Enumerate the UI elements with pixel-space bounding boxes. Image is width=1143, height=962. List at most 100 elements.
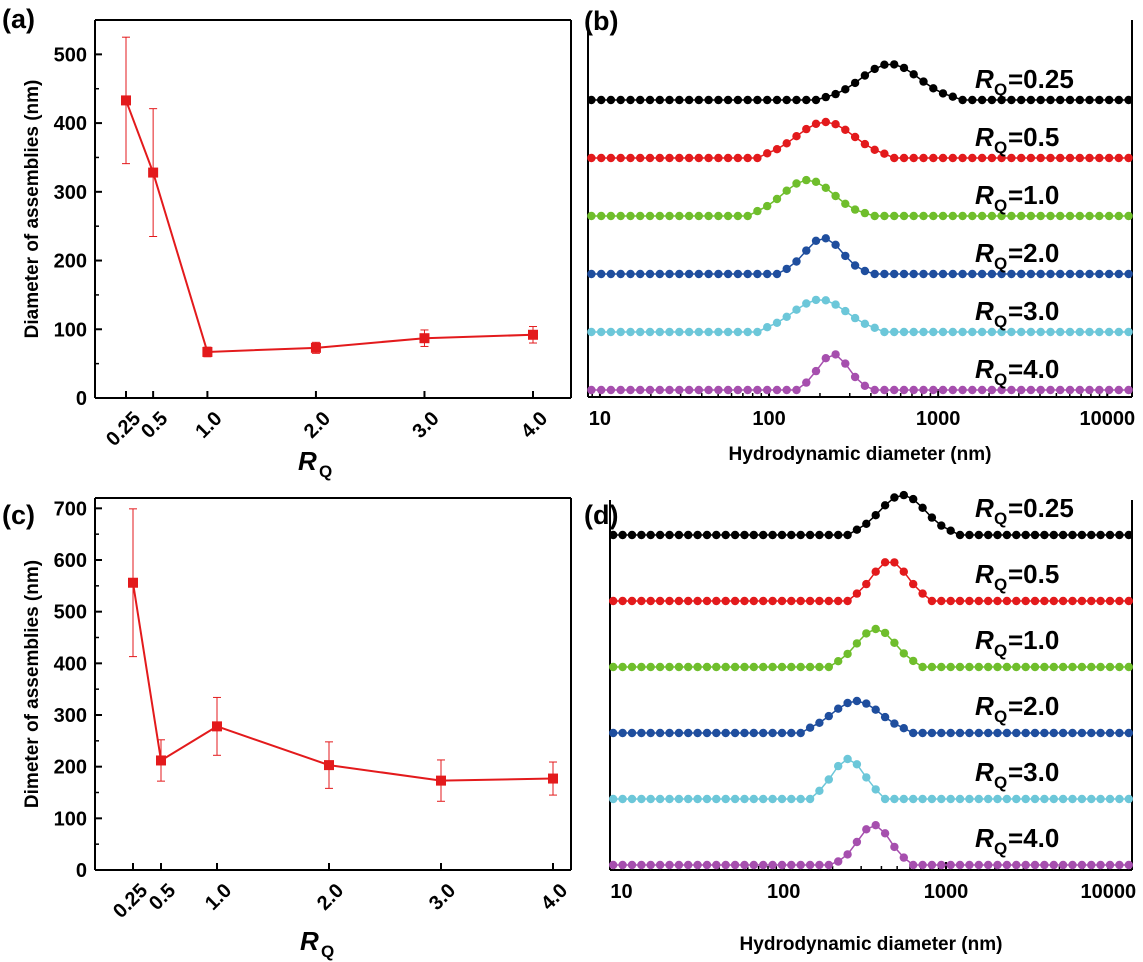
data-point-marker	[743, 153, 752, 163]
data-point-marker	[749, 596, 758, 606]
data-point-marker	[1124, 596, 1134, 606]
data-point-marker	[968, 211, 977, 221]
data-point-marker	[587, 269, 596, 279]
data-point-marker	[1077, 794, 1087, 804]
data-point-marker	[693, 860, 702, 870]
data-point-marker	[1007, 95, 1016, 105]
data-point-marker	[965, 662, 974, 672]
data-point-marker	[852, 760, 862, 769]
data-point-marker	[815, 860, 824, 870]
data-point-marker	[821, 117, 830, 127]
data-point-marker	[743, 327, 752, 337]
data-point-marker	[792, 385, 801, 395]
data-point-marker	[1002, 662, 1012, 672]
data-point-marker	[1002, 860, 1012, 870]
data-point-marker	[918, 662, 927, 672]
data-point-marker	[871, 511, 880, 520]
data-point-marker	[733, 95, 743, 105]
data-point-marker	[1017, 95, 1026, 105]
data-point-marker	[684, 385, 694, 395]
data-point-marker	[831, 120, 840, 129]
series-label: R	[975, 238, 994, 268]
data-point-marker	[1124, 662, 1134, 672]
data-point-marker	[871, 567, 880, 576]
data-point-marker	[684, 269, 694, 279]
data-point-marker	[993, 530, 1002, 540]
data-point-marker	[587, 327, 596, 337]
data-point-marker	[821, 296, 830, 305]
data-point-marker	[1068, 794, 1077, 804]
data-point-marker	[636, 211, 645, 221]
data-point-marker	[655, 794, 665, 804]
data-point-marker	[723, 385, 733, 395]
series-label: R	[975, 691, 994, 721]
data-point-marker	[880, 558, 890, 567]
data-point-marker	[946, 728, 955, 738]
data-point-marker	[899, 327, 909, 337]
data-point-marker	[743, 211, 752, 221]
series-label-value: =0.25	[1008, 64, 1074, 94]
data-point-marker	[997, 327, 1006, 337]
data-point-marker	[1105, 860, 1115, 870]
data-point-marker	[684, 327, 694, 337]
data-point-marker	[977, 153, 987, 163]
data-point-marker	[1058, 662, 1068, 672]
data-point-marker	[684, 596, 693, 606]
data-point-marker	[1095, 269, 1104, 279]
data-point-marker	[763, 201, 772, 211]
data-point-marker	[694, 95, 703, 105]
data-point-marker	[890, 327, 899, 337]
data-point-marker	[880, 385, 889, 395]
data-point-marker	[787, 662, 796, 672]
data-point-marker	[899, 490, 908, 500]
data-point-marker	[655, 269, 664, 279]
data-point-marker	[965, 794, 974, 804]
data-point-marker	[1077, 728, 1087, 738]
x-tick-label: 3.0	[425, 880, 460, 915]
data-point-marker	[1124, 327, 1133, 337]
data-point-marker	[684, 530, 693, 540]
data-point-marker	[862, 629, 871, 638]
data-point-marker	[616, 269, 625, 279]
data-point-marker	[880, 211, 889, 221]
data-point-marker	[948, 327, 957, 337]
data-point-marker	[787, 530, 796, 540]
data-point-marker	[1046, 95, 1055, 105]
series-label-subscript: Q	[994, 641, 1007, 660]
data-point-marker	[984, 662, 993, 672]
data-point-marker	[871, 624, 880, 634]
data-point-marker	[850, 372, 860, 382]
data-point-marker	[1087, 662, 1096, 672]
data-point-marker	[749, 662, 758, 672]
data-point-marker	[955, 794, 965, 804]
data-point-marker	[880, 501, 890, 510]
data-point-marker	[156, 755, 166, 766]
data-point-marker	[782, 264, 791, 274]
data-point-marker	[675, 385, 684, 395]
data-point-marker	[834, 704, 843, 713]
data-point-marker	[870, 145, 879, 154]
data-point-marker	[1104, 327, 1114, 337]
data-point-marker	[694, 153, 703, 163]
data-point-marker	[993, 728, 1002, 738]
data-point-marker	[937, 860, 946, 870]
data-point-marker	[993, 662, 1002, 672]
data-point-marker	[1115, 596, 1124, 606]
data-point-marker	[987, 327, 997, 337]
data-point-marker	[646, 860, 655, 870]
data-point-marker	[702, 530, 712, 540]
data-point-marker	[968, 385, 977, 395]
data-point-marker	[627, 794, 637, 804]
data-point-marker	[899, 724, 908, 733]
data-point-marker	[616, 153, 625, 163]
data-point-marker	[811, 366, 821, 376]
x-axis-title: Hydrodynamic diameter (nm)	[740, 934, 1003, 955]
data-point-marker	[665, 95, 674, 105]
data-point-marker	[743, 269, 752, 279]
data-point-marker	[1017, 153, 1026, 163]
data-point-marker	[636, 327, 645, 337]
data-point-marker	[782, 139, 791, 148]
y-tick-label: 600	[54, 550, 87, 572]
data-point-marker	[919, 327, 928, 337]
data-point-marker	[597, 153, 606, 163]
